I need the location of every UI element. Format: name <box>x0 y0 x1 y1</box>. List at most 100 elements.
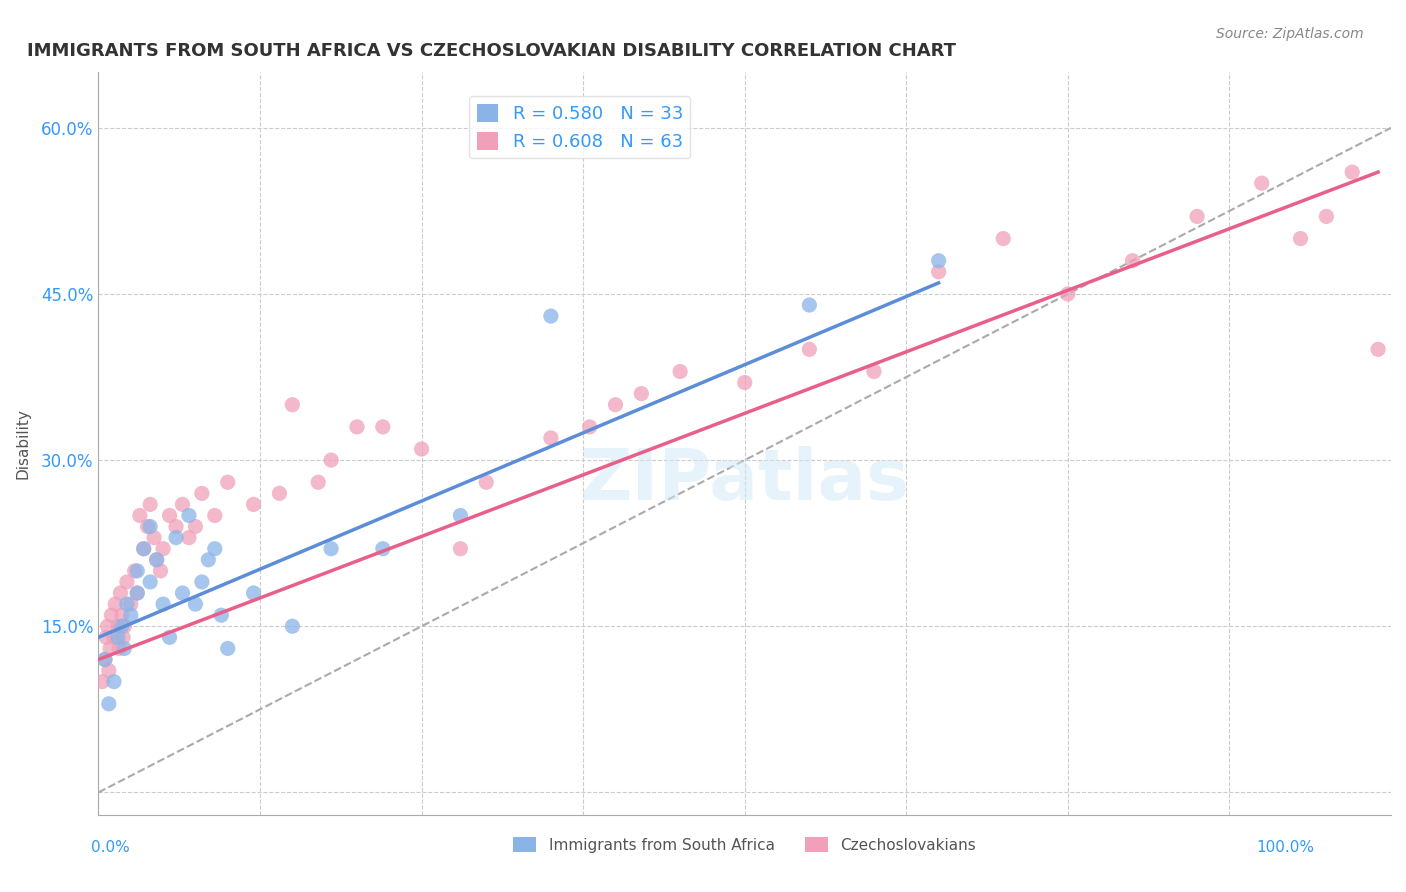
Point <box>124 564 146 578</box>
Point <box>177 531 200 545</box>
Point <box>217 475 239 490</box>
Point <box>605 398 627 412</box>
Point <box>120 608 142 623</box>
Point <box>115 574 138 589</box>
Point <box>411 442 433 456</box>
Point <box>307 475 329 490</box>
Point <box>475 475 498 490</box>
Point <box>96 619 118 633</box>
Point <box>242 497 264 511</box>
Point <box>184 519 207 533</box>
Text: Source: ZipAtlas.com: Source: ZipAtlas.com <box>1216 27 1364 41</box>
Point <box>371 420 394 434</box>
Point <box>104 597 127 611</box>
Point <box>98 641 121 656</box>
Text: IMMIGRANTS FROM SOUTH AFRICA VS CZECHOSLOVAKIAN DISABILITY CORRELATION CHART: IMMIGRANTS FROM SOUTH AFRICA VS CZECHOSL… <box>27 42 956 60</box>
Point <box>669 364 692 378</box>
Point <box>94 652 117 666</box>
Text: 100.0%: 100.0% <box>1257 840 1315 855</box>
Point <box>1367 343 1389 357</box>
Point <box>242 586 264 600</box>
Point <box>1250 176 1272 190</box>
Point <box>1341 165 1364 179</box>
Point <box>269 486 291 500</box>
Point <box>159 508 181 523</box>
Point <box>1315 210 1337 224</box>
Y-axis label: Disability: Disability <box>15 408 30 479</box>
Point <box>184 597 207 611</box>
Point <box>108 641 131 656</box>
Point <box>734 376 756 390</box>
Point <box>540 431 562 445</box>
Point <box>111 619 134 633</box>
Point <box>204 541 226 556</box>
Point <box>143 531 166 545</box>
Text: ZIPatlas: ZIPatlas <box>579 446 910 515</box>
Point <box>191 574 214 589</box>
Point <box>197 553 219 567</box>
Point <box>96 631 118 645</box>
Point <box>321 541 343 556</box>
Point <box>863 364 886 378</box>
Point <box>799 343 821 357</box>
Point <box>107 619 129 633</box>
Point <box>799 298 821 312</box>
Point <box>128 508 150 523</box>
Point <box>1289 231 1312 245</box>
Point <box>191 486 214 500</box>
Point <box>630 386 652 401</box>
Point <box>91 674 114 689</box>
Point <box>172 497 194 511</box>
Point <box>97 664 120 678</box>
Point <box>159 631 181 645</box>
Text: 0.0%: 0.0% <box>91 840 131 855</box>
Point <box>107 631 129 645</box>
Point <box>139 519 162 533</box>
Point <box>110 586 132 600</box>
Point <box>145 553 167 567</box>
Point <box>993 231 1015 245</box>
Point <box>127 564 149 578</box>
Point <box>578 420 600 434</box>
Point <box>449 541 471 556</box>
Point <box>97 697 120 711</box>
Point <box>120 597 142 611</box>
Point <box>127 586 149 600</box>
Point <box>540 309 562 323</box>
Point <box>1057 287 1080 301</box>
Point <box>1121 253 1143 268</box>
Point <box>449 508 471 523</box>
Point <box>112 631 135 645</box>
Point <box>371 541 394 556</box>
Point <box>149 564 172 578</box>
Point <box>103 631 125 645</box>
Point <box>172 586 194 600</box>
Point <box>346 420 368 434</box>
Point <box>321 453 343 467</box>
Point <box>139 574 162 589</box>
Point <box>152 541 174 556</box>
Point <box>204 508 226 523</box>
Point <box>112 641 135 656</box>
Point <box>103 674 125 689</box>
Point <box>928 265 950 279</box>
Point <box>165 519 187 533</box>
Point <box>145 553 167 567</box>
Point <box>100 608 122 623</box>
Point <box>132 541 155 556</box>
Point <box>928 253 950 268</box>
Point <box>94 652 117 666</box>
Point <box>127 586 149 600</box>
Point <box>136 519 159 533</box>
Point <box>115 597 138 611</box>
Point <box>132 541 155 556</box>
Point <box>217 641 239 656</box>
Point <box>1185 210 1208 224</box>
Point <box>177 508 200 523</box>
Point <box>281 398 304 412</box>
Point <box>112 619 135 633</box>
Point <box>139 497 162 511</box>
Point <box>111 608 134 623</box>
Point <box>152 597 174 611</box>
Point <box>165 531 187 545</box>
